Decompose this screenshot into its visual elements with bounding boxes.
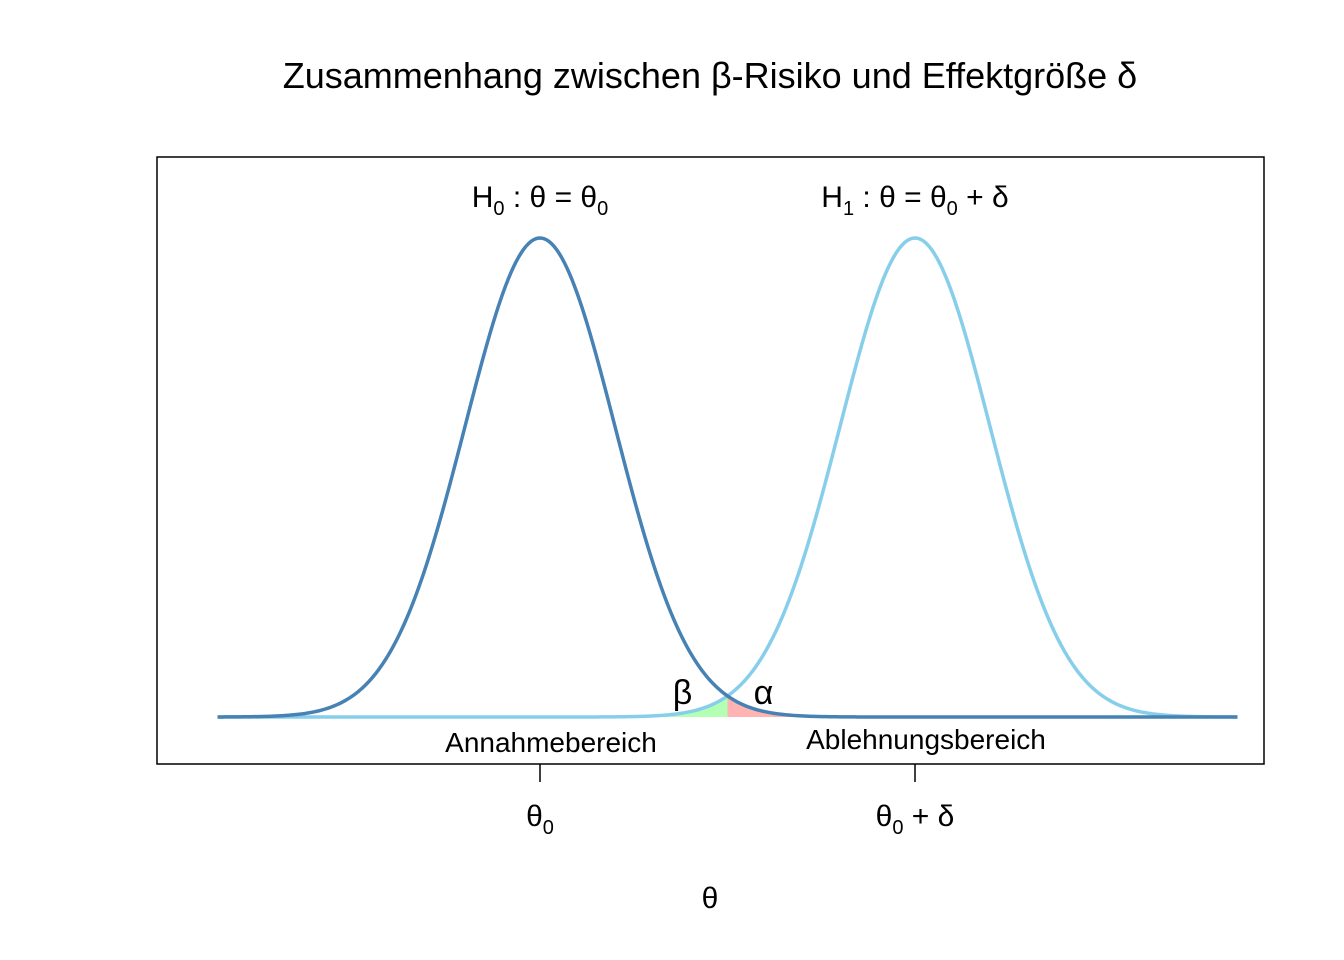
chart-title: Zusammenhang zwischen β-Risiko und Effek… — [283, 55, 1137, 96]
h1-label: H1 : θ = θ0 + δ — [821, 181, 1008, 220]
h0-label: H0 : θ = θ0 — [472, 181, 609, 220]
h1-density-curve — [217, 236, 1238, 719]
x-axis-label: θ — [702, 882, 719, 915]
reject-region-label: Ablehnungsbereich — [806, 724, 1046, 755]
h0-density-curve — [217, 236, 1238, 719]
accept-region-label: Annahmebereich — [445, 727, 657, 758]
beta-symbol: β — [673, 674, 693, 712]
alpha-symbol: α — [754, 674, 774, 712]
plot-frame — [156, 156, 1265, 765]
x-tick-label-theta0: θ0 — [526, 800, 554, 839]
x-tick-label-theta0-plus-delta: θ0 + δ — [876, 800, 955, 839]
